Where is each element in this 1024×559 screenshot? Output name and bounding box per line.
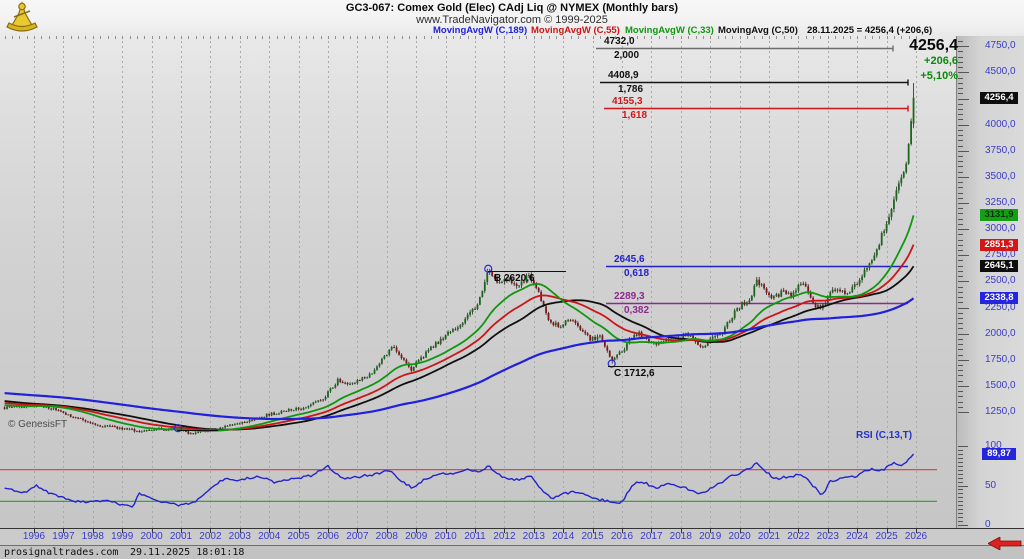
legend-movingavgw-55[interactable]: MovingAvgW (C,55) xyxy=(531,25,620,36)
gold-sextant-logo-icon[interactable] xyxy=(2,1,42,35)
legend-movingavgw-189[interactable]: MovingAvgW (C,189) xyxy=(433,25,528,36)
scroll-left-arrow-icon[interactable] xyxy=(988,537,1022,550)
legend-movingavg-50[interactable]: MovingAvg (C,50) xyxy=(718,25,798,36)
legend-movingavgw-33[interactable]: MovingAvgW (C,33) xyxy=(625,25,714,36)
